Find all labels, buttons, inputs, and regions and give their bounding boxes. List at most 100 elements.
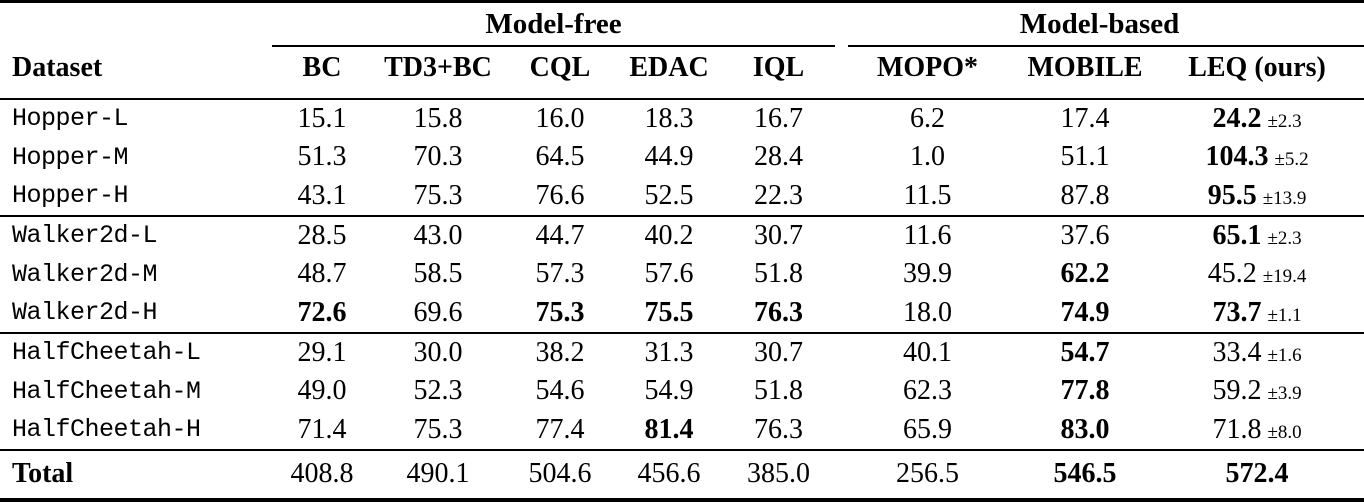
value-cell-mobile: 74.9 xyxy=(1060,296,1110,328)
value-cell-mopo: 6.2 xyxy=(910,102,946,134)
value-cell-mobile: 87.8 xyxy=(1060,179,1110,211)
value-cell-mobile: 37.6 xyxy=(1020,214,1151,255)
value-cell-cql: 16.0 xyxy=(535,102,585,134)
leq-cell: 572.4 xyxy=(1150,448,1364,500)
table-row-walker2d-l: Walker2d-L 28.5 43.0 44.7 40.2 30.7 11.6 37.6 65… xyxy=(0,214,1364,255)
value-cell-edac: 44.9 xyxy=(644,141,694,172)
value-cell-iql: 51.8 xyxy=(754,258,803,289)
value-cell-cql: 77.4 xyxy=(535,413,585,445)
leq-value: 65.1 xyxy=(1212,219,1262,251)
value-cell-cql: 76.6 xyxy=(535,179,585,211)
column-header-edac: EDAC xyxy=(616,46,722,100)
value-cell-mobile: 51.1 xyxy=(1060,141,1110,172)
value-cell-mobile: 54.7 xyxy=(1020,331,1151,372)
total-label-cell: Total xyxy=(0,448,272,500)
value-cell-mopo: 18.0 xyxy=(903,296,953,328)
value-cell-mopo: 62.3 xyxy=(903,375,953,406)
leq-cell: 33.4 ±1.6 xyxy=(1150,331,1364,372)
table-row-hopper-h: Hopper-H 43.1 75.3 76.6 52.5 22.3 11.5 87.8 95.5… xyxy=(0,177,1364,216)
value-cell-bc: 71.4 xyxy=(297,413,347,445)
table-row-walker2d-h: Walker2d-H 72.6 69.6 75.3 75.5 76.3 18.0 74.9 73… xyxy=(0,294,1364,333)
leq-value: 73.7 xyxy=(1212,296,1262,328)
value-cell-bc: 51.3 xyxy=(297,141,347,172)
model-free-rule xyxy=(272,44,836,47)
leq-value: 104.3 xyxy=(1205,141,1269,172)
value-cell-edac: 18.3 xyxy=(644,102,694,134)
value-cell-bc: 29.1 xyxy=(272,331,372,372)
value-cell-edac: 75.5 xyxy=(644,296,694,328)
value-cell-bc: 49.0 xyxy=(297,375,347,406)
column-header-row: Dataset BC TD3+BC CQL EDAC IQL MOPO* MOBILE LEQ … xyxy=(0,46,1364,100)
value-cell-edac: 57.6 xyxy=(644,258,694,289)
dataset-cell: Walker2d-L xyxy=(0,214,272,255)
value-cell-cql: 57.3 xyxy=(535,258,585,289)
leq-cell: 45.2 ±19.4 xyxy=(1150,255,1364,294)
dataset-cell: Hopper-H xyxy=(12,181,129,210)
std-value: ±13.9 xyxy=(1262,187,1307,209)
value-cell-mopo: 39.9 xyxy=(903,258,953,289)
value-cell-iql: 16.7 xyxy=(754,102,803,134)
value-cell-iql: 30.7 xyxy=(722,331,836,372)
total-cell-mopo: 256.5 xyxy=(835,448,1021,500)
leq-cell: 95.5 ±13.9 xyxy=(1150,177,1364,216)
total-cell-td3-bc: 490.1 xyxy=(372,448,504,500)
value-cell-iql: 51.8 xyxy=(754,375,803,406)
column-header-iql: IQL xyxy=(722,46,836,100)
group-header-model-based-label: Model-based xyxy=(1019,8,1180,41)
total-cell-mobile: 546.5 xyxy=(1020,448,1151,500)
table-body: Hopper-L 15.1 15.8 16.0 18.3 16.7 6.2 17.4 24.2 ±… xyxy=(0,99,1364,500)
dataset-cell: HalfCheetah-M xyxy=(12,376,201,406)
value-cell-mobile: 83.0 xyxy=(1060,413,1110,445)
leq-value: 24.2 xyxy=(1212,102,1262,134)
value-cell-mopo: 11.5 xyxy=(903,179,952,211)
value-cell-cql: 38.2 xyxy=(504,331,616,372)
total-cell-bc: 408.8 xyxy=(272,448,372,500)
table-row-total: Total 408.8 490.1 504.6 456.6 385.0 256.5 546.5… xyxy=(0,448,1364,500)
value-cell-edac: 81.4 xyxy=(644,413,694,445)
value-cell-mopo: 1.0 xyxy=(910,141,946,172)
table-row-halfcheetah-h: HalfCheetah-H 71.4 75.3 77.4 81.4 76.3 65.9 83.… xyxy=(0,411,1364,450)
value-cell-bc: 43.1 xyxy=(297,179,347,211)
leq-cell: 59.2 ±3.9 xyxy=(1150,372,1364,411)
value-cell-td3-bc: 75.3 xyxy=(413,413,463,445)
std-value: ±2.3 xyxy=(1267,227,1302,249)
column-header-bc: BC xyxy=(272,46,372,100)
value-cell-mopo: 11.6 xyxy=(835,214,1021,255)
total-cell-cql: 504.6 xyxy=(504,448,616,500)
table-row-hopper-m: Hopper-M 51.3 70.3 64.5 44.9 28.4 1.0 51.1 104.3… xyxy=(0,138,1364,177)
group-header-model-based: Model-based xyxy=(835,2,1364,47)
value-cell-edac: 52.5 xyxy=(644,179,694,211)
std-value: ±8.0 xyxy=(1267,421,1302,443)
dataset-cell: HalfCheetah-H xyxy=(12,415,201,444)
group-header-spacer xyxy=(0,2,272,47)
leq-cell: 73.7 ±1.1 xyxy=(1150,294,1364,333)
value-cell-mopo: 65.9 xyxy=(903,413,953,445)
model-based-rule xyxy=(848,44,1364,47)
value-cell-edac: 40.2 xyxy=(616,214,722,255)
dataset-cell: Hopper-M xyxy=(12,142,129,172)
leq-value: 33.4 xyxy=(1212,336,1262,368)
value-cell-iql: 76.3 xyxy=(754,413,803,445)
value-cell-td3-bc: 75.3 xyxy=(413,179,463,211)
dataset-cell: HalfCheetah-L xyxy=(0,331,272,372)
value-cell-iql: 76.3 xyxy=(754,296,803,328)
dataset-cell: Hopper-L xyxy=(12,104,129,133)
value-cell-iql: 30.7 xyxy=(722,214,836,255)
value-cell-td3-bc: 58.5 xyxy=(413,258,463,289)
column-header-dataset: Dataset xyxy=(0,46,272,100)
std-value: ±3.9 xyxy=(1267,383,1302,404)
value-cell-td3-bc: 52.3 xyxy=(413,375,463,406)
std-value: ±2.3 xyxy=(1267,110,1302,132)
value-cell-mobile: 77.8 xyxy=(1060,375,1110,406)
group-header-row: Model-free Model-based xyxy=(0,2,1364,47)
value-cell-td3-bc: 15.8 xyxy=(413,102,463,134)
column-header-leq-ours: LEQ (ours) xyxy=(1150,46,1364,100)
column-header-td3-bc: TD3+BC xyxy=(372,46,504,100)
leq-value: 572.4 xyxy=(1225,458,1289,489)
value-cell-cql: 75.3 xyxy=(535,296,585,328)
std-value: ±19.4 xyxy=(1262,266,1307,287)
value-cell-bc: 72.6 xyxy=(297,296,347,328)
leq-value: 45.2 xyxy=(1207,258,1257,289)
